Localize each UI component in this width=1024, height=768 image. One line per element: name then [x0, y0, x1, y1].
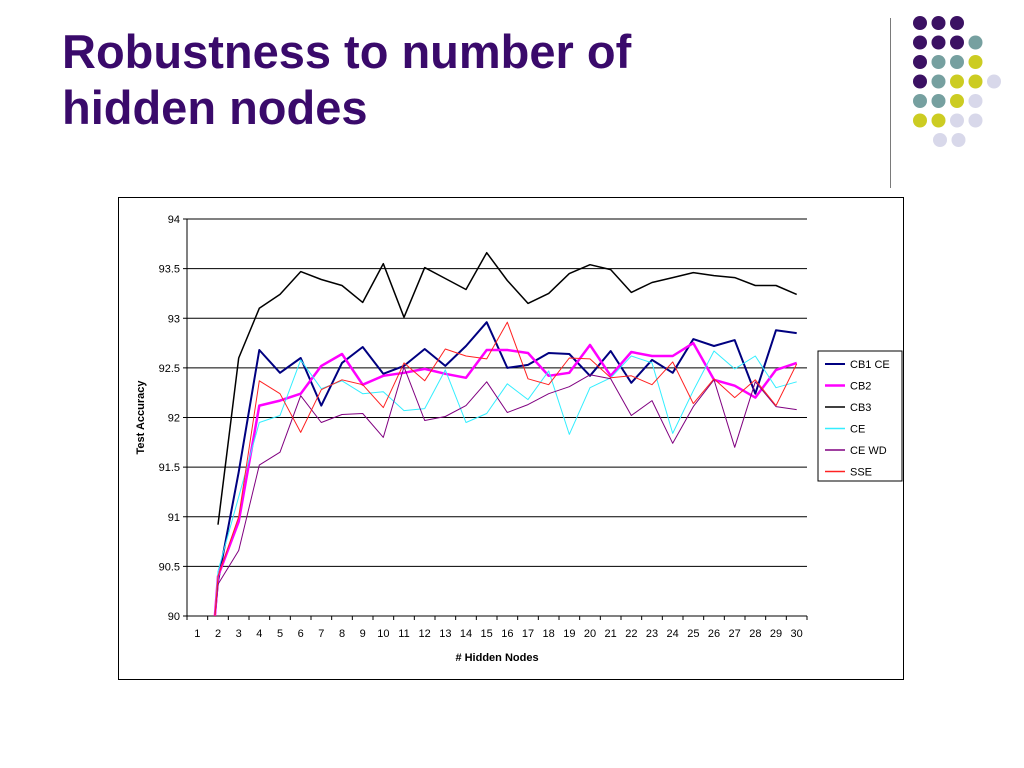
x-tick-label: 5 — [277, 628, 283, 640]
x-tick-label: 16 — [501, 628, 513, 640]
x-tick-label: 3 — [236, 628, 242, 640]
x-tick-label: 22 — [625, 628, 637, 640]
decorative-dot — [968, 74, 983, 89]
decorative-dot-pattern — [913, 16, 1001, 147]
x-tick-label: 1 — [194, 628, 200, 640]
y-tick-label: 93.5 — [159, 264, 180, 276]
decorative-dot — [950, 113, 964, 128]
decorative-dot — [931, 55, 946, 69]
decorative-dot — [913, 74, 927, 89]
decorative-dot — [931, 16, 946, 30]
legend-label: CB2 — [850, 381, 871, 393]
decorative-dot — [913, 16, 927, 30]
x-tick-label: 10 — [377, 628, 389, 640]
x-tick-label: 9 — [360, 628, 366, 640]
y-tick-label: 91.5 — [159, 462, 180, 474]
x-tick-label: 18 — [543, 628, 555, 640]
x-tick-label: 13 — [439, 628, 451, 640]
x-tick-label: 15 — [481, 628, 493, 640]
decorative-dot — [951, 133, 966, 147]
y-tick-label: 93 — [168, 313, 180, 325]
decorative-dot — [913, 94, 927, 108]
decorative-dot — [968, 35, 983, 50]
legend-label: SSE — [850, 467, 872, 479]
x-tick-label: 25 — [687, 628, 699, 640]
x-tick-label: 24 — [667, 628, 679, 640]
decorative-dot — [913, 55, 927, 69]
y-tick-label: 92 — [168, 413, 180, 425]
x-tick-label: 29 — [770, 628, 782, 640]
decorative-dot — [987, 74, 1001, 89]
decorative-dot — [968, 94, 983, 108]
decorative-dot — [968, 113, 983, 128]
x-tick-label: 17 — [522, 628, 534, 640]
x-tick-label: 7 — [318, 628, 324, 640]
x-tick-label: 28 — [749, 628, 761, 640]
decorative-dot — [913, 35, 927, 50]
y-tick-label: 92.5 — [159, 363, 180, 375]
decorative-dot — [931, 113, 946, 128]
decorative-dot — [931, 74, 946, 89]
x-tick-label: 2 — [215, 628, 221, 640]
x-tick-label: 19 — [563, 628, 575, 640]
x-tick-label: 26 — [708, 628, 720, 640]
y-tick-label: 90.5 — [159, 561, 180, 573]
decorative-dot — [968, 55, 983, 69]
decorative-dot — [933, 133, 947, 147]
decorative-dot — [931, 35, 946, 50]
x-tick-label: 20 — [584, 628, 596, 640]
legend — [817, 350, 903, 482]
decorative-dot — [950, 35, 964, 50]
decorative-dot — [950, 94, 964, 108]
x-tick-label: 8 — [339, 628, 345, 640]
decorative-dot — [913, 113, 927, 128]
decorative-dot — [931, 94, 946, 108]
decorative-dot — [950, 16, 964, 30]
x-tick-label: 14 — [460, 628, 472, 640]
series-line-ce-wd — [214, 366, 797, 616]
decorative-divider — [890, 18, 891, 188]
x-tick-label: 11 — [398, 628, 409, 640]
legend-label: CE — [850, 424, 865, 436]
series-line-ce — [214, 350, 797, 616]
y-tick-label: 94 — [168, 214, 180, 226]
x-tick-label: 27 — [729, 628, 741, 640]
series-line-sse — [214, 321, 798, 616]
series-line-cb3 — [217, 251, 797, 525]
decorative-dot — [950, 74, 964, 89]
x-tick-label: 12 — [419, 628, 431, 640]
legend-label: CE WD — [850, 445, 887, 457]
x-tick-label: 23 — [646, 628, 658, 640]
slide-title-line-2: hidden nodes — [62, 81, 368, 134]
y-tick-label: 90 — [168, 611, 180, 623]
x-tick-label: 21 — [605, 628, 617, 640]
x-axis-title: # Hidden Nodes — [455, 652, 538, 664]
series-line-cb1-ce — [213, 321, 797, 616]
decorative-dot — [950, 55, 964, 69]
x-tick-label: 6 — [298, 628, 304, 640]
series-line-cb2 — [213, 341, 798, 616]
y-tick-label: 91 — [168, 512, 180, 524]
x-tick-label: 4 — [256, 628, 262, 640]
chart-frame: 90 90.5 91 91.5 92 92.5 93 93.5 94 1 2 3 4 5 6 7 8 9 10 11 1… — [118, 197, 904, 680]
slide-title-line-1: Robustness to number of — [62, 25, 632, 78]
y-axis-title: Test Accuracy — [135, 380, 147, 455]
legend-label: CB1 CE — [850, 359, 890, 371]
legend-label: CB3 — [850, 402, 871, 414]
x-tick-label: 30 — [791, 628, 803, 640]
slide-title: Robustness to number of hidden nodes — [62, 24, 862, 136]
